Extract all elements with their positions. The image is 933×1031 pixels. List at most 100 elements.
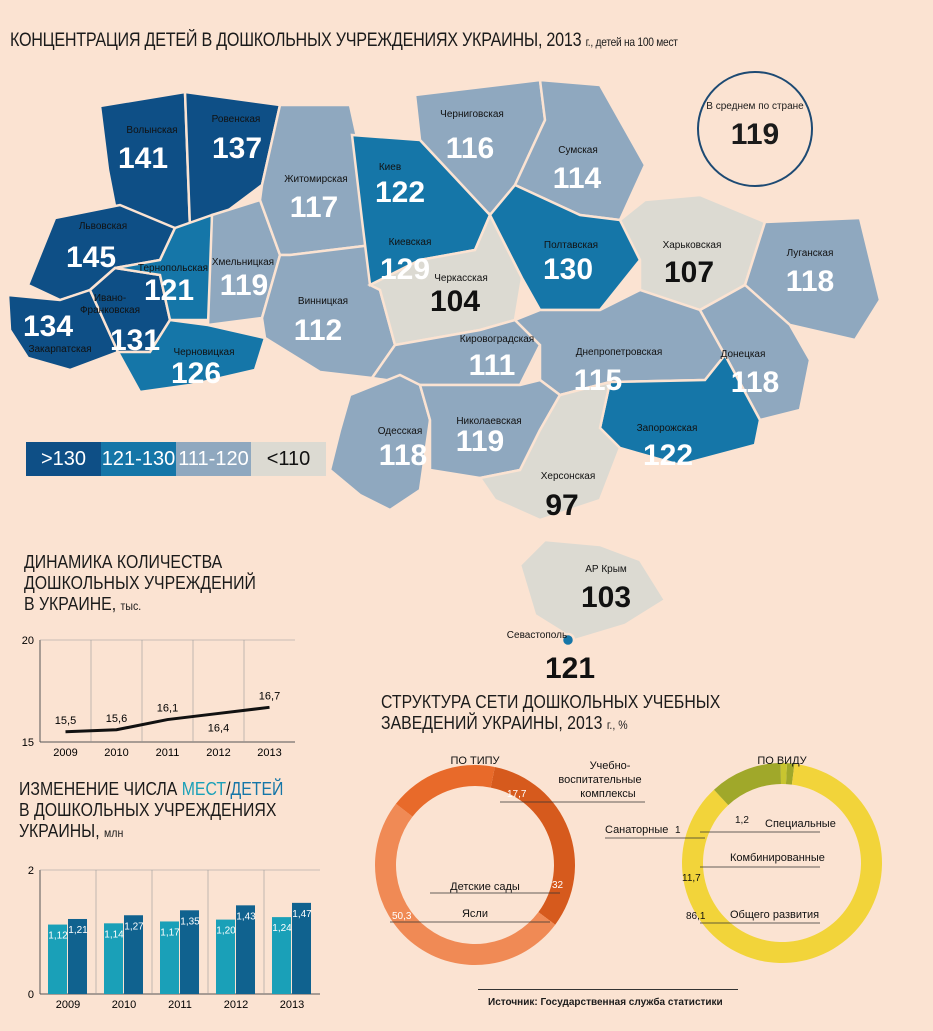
legend-item-gt130: >130 — [26, 442, 101, 476]
region-name: Тернопольская — [138, 263, 208, 274]
y-tick-max: 2 — [28, 865, 34, 877]
region-27 — [560, 632, 576, 648]
region-value: 111 — [469, 349, 516, 382]
bar-children — [292, 902, 311, 994]
region-value: 145 — [66, 241, 116, 274]
region-name: Луганская — [787, 248, 834, 259]
region-name: Киев — [379, 162, 401, 173]
region-name: Николаевская — [456, 416, 521, 427]
label-kindergarten: Детские сады — [450, 881, 520, 893]
region-name: Ровенская — [212, 114, 261, 125]
region-4 — [6, 288, 120, 372]
bar-places — [272, 917, 291, 994]
ukraine-map: Волынская 141 Ровенская 137 Львовская 145 Зака… — [6, 78, 882, 685]
kind-donut-title: ПО ВИДУ — [757, 755, 807, 767]
region-value: 117 — [290, 191, 338, 224]
bar-value-label: 1,21 — [68, 925, 88, 936]
dynamics-title-line1: ДИНАМИКА КОЛИЧЕСТВА — [24, 552, 223, 572]
series-line — [65, 705, 270, 734]
changes-unit: млн — [104, 826, 124, 840]
bar-value-label: 1,20 — [216, 926, 236, 937]
region-26 — [518, 538, 667, 642]
bar-value-label: 1,14 — [104, 929, 124, 940]
label-general: Общего развития — [730, 909, 819, 921]
bar-places — [48, 924, 67, 994]
changes-title-children: ДЕТЕЙ — [230, 779, 284, 799]
bar-children — [180, 910, 199, 994]
structure-donuts: ПО ТИПУ ПО ВИДУ Учебно-воспитательные компл… — [375, 755, 883, 965]
changes-title: ИЗМЕНЕНИЕ ЧИСЛА МЕСТ/ДЕТЕЙ В ДОШКОЛЬНЫХ … — [19, 779, 283, 844]
region-value: 103 — [581, 581, 631, 614]
region-name: Донецкая — [721, 349, 766, 360]
x-tick-label: 2012 — [206, 747, 230, 759]
region-value: 141 — [118, 142, 168, 175]
value-kindergarten: 32 — [552, 880, 564, 891]
average-value: 119 — [730, 118, 780, 151]
region-value: 122 — [375, 176, 425, 209]
region-value: 115 — [574, 364, 622, 397]
x-tick-label: 2013 — [257, 747, 281, 759]
bar-places — [160, 921, 179, 994]
bar-children — [68, 918, 87, 994]
region-name: Кировоградская — [460, 334, 534, 345]
region-value: 121 — [545, 652, 595, 685]
label-nursery: Ясли — [462, 908, 488, 920]
y-tick-min: 0 — [28, 989, 34, 1001]
region-name: Черновицкая — [173, 347, 234, 358]
region-name: Днепропетровская — [576, 347, 663, 358]
x-tick-label: 2011 — [168, 999, 192, 1011]
region-name: Одесская — [378, 426, 423, 437]
region-name: Харьковская — [663, 240, 722, 251]
bar-children — [236, 905, 255, 994]
dynamics-line-chart: 20 15 2009 15,5 2010 15,6 2011 16,1 2012 16,4 2013… — [22, 635, 295, 759]
region-value: 119 — [456, 425, 504, 458]
bar-value-label: 1,47 — [292, 909, 312, 920]
title-unit: г., детей на 100 мест — [585, 35, 678, 49]
region-name: Киевская — [389, 237, 432, 248]
x-tick-label: 2013 — [280, 999, 304, 1011]
region-name: АР Крым — [585, 564, 627, 575]
title-text: КОНЦЕНТРАЦИЯ ДЕТЕЙ В ДОШКОЛЬНЫХ УЧРЕЖДЕН… — [10, 30, 582, 51]
structure-title-line2: ЗАВЕДЕНИЙ УКРАИНЫ, 2013 — [381, 713, 603, 733]
changes-title-slash: / — [226, 779, 231, 799]
page-title: КОНЦЕНТРАЦИЯ ДЕТЕЙ В ДОШКОЛЬНЫХ УЧРЕЖДЕН… — [10, 30, 678, 52]
label-uvk-1: Учебно- — [590, 760, 631, 772]
map-regions — [6, 78, 882, 648]
region-value: 118 — [786, 265, 834, 298]
region-value: 134 — [23, 310, 73, 343]
map-legend: >130 121-130 111-120 <110 — [26, 442, 326, 476]
kind-donut-slice — [785, 763, 795, 785]
region-value: 130 — [543, 253, 593, 286]
changes-title-line3: УКРАИНЫ, — [19, 821, 100, 841]
label-combined: Комбинированные — [730, 852, 825, 864]
x-tick-label: 2009 — [56, 999, 80, 1011]
value-nursery: 50,3 — [392, 911, 412, 922]
region-name: Полтавская — [544, 240, 598, 251]
region-value: 112 — [294, 314, 342, 347]
region-name: Винницкая — [298, 296, 348, 307]
region-15 — [367, 212, 524, 347]
label-special: Специальные — [765, 818, 836, 830]
source-note: Источник: Государственная служба статист… — [488, 997, 723, 1008]
legend-item-111-120: 111-120 — [176, 442, 251, 476]
region-value: 116 — [446, 132, 494, 165]
region-name: Севастополь — [507, 630, 567, 641]
type-donut-slice — [375, 803, 556, 965]
data-label: 15,5 — [55, 715, 76, 727]
value-combined: 11,7 — [682, 873, 701, 884]
bar-value-label: 1,27 — [124, 921, 144, 932]
legend-item-lt110: <110 — [251, 442, 326, 476]
bar-value-label: 1,17 — [160, 927, 180, 938]
value-special: 1,2 — [735, 815, 749, 826]
region-name: Херсонская — [541, 471, 596, 482]
dynamics-title: ДИНАМИКА КОЛИЧЕСТВА ДОШКОЛЬНЫХ УЧРЕЖДЕНИ… — [24, 552, 256, 617]
region-name: Закарпатская — [28, 344, 91, 355]
region-value: 97 — [545, 489, 578, 522]
label-uvk-3: комплексы — [580, 788, 636, 800]
dynamics-title-line3: В УКРАИНЕ, — [24, 594, 117, 614]
changes-title-places: МЕСТ — [181, 779, 227, 799]
bar-value-label: 1,43 — [236, 911, 256, 922]
value-general: 86,1 — [686, 911, 706, 922]
region-value: 107 — [664, 256, 714, 289]
region-name: Запорожская — [637, 423, 698, 434]
